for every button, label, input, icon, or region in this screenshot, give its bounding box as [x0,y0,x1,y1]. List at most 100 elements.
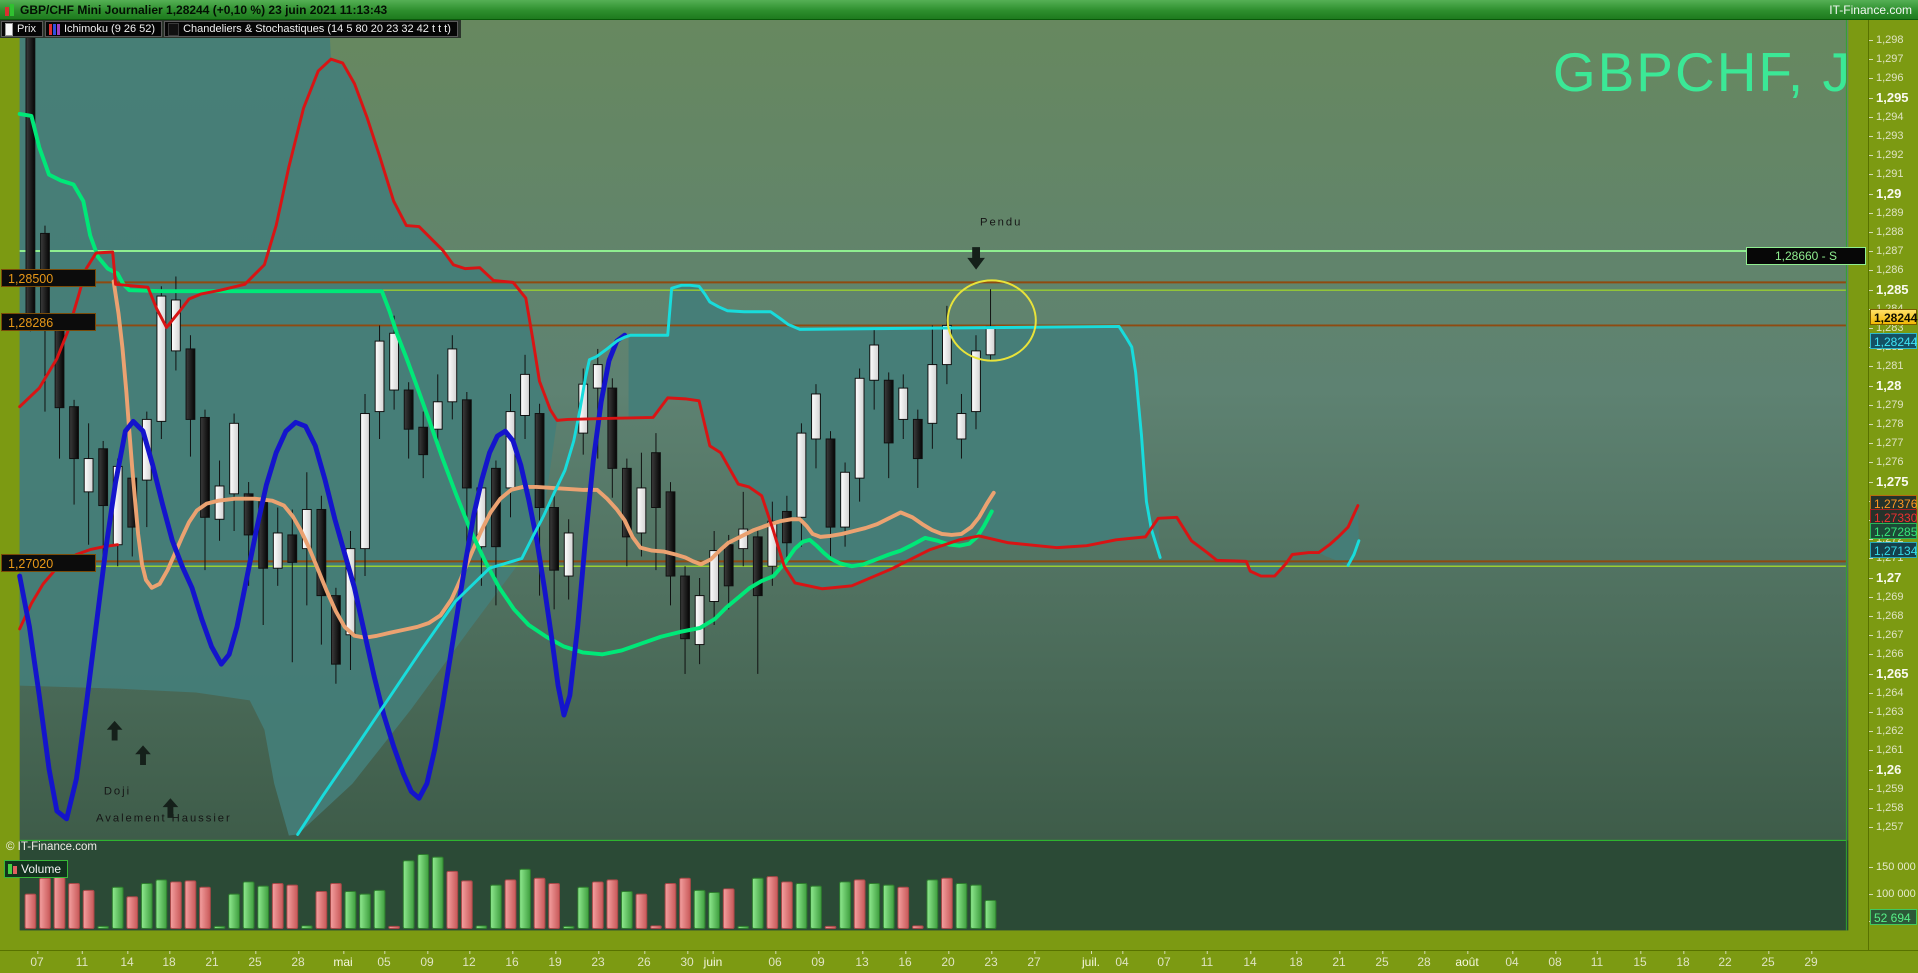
price-tick-label: 1,288 [1869,225,1918,239]
volume-bar [286,884,299,929]
volume-bar [213,925,226,929]
price-tick-label: 1,297 [1869,52,1918,66]
annotation-pendu: Pendu [980,217,1022,229]
bullish-arrow-icon [162,798,179,818]
volume-bar [460,880,473,929]
kijun-red-value-badge: 1,27330 [1870,509,1917,525]
indicator-tab-3[interactable]: Chandeliers & Stochastiques (14 5 80 20 … [164,21,458,37]
volume-bar [591,881,604,929]
senkou-cyan-value-badge: 1,27134 [1870,542,1917,558]
volume-bar [853,879,866,929]
time-axis[interactable]: 07 11 14 18 21 25 28 mai 05 09 12 16 19 23 26 30 juin 06 0… [0,950,1918,973]
date-tick-label: 09 [420,951,434,969]
date-tick-label: 27 [1027,951,1041,969]
date-tick-label: 18 [162,951,176,969]
volume-indicator-tab[interactable]: Volume [4,860,69,878]
date-tick-label: 08 [1548,951,1562,969]
volume-bar [897,886,910,929]
volume-bar [606,879,619,929]
volume-bar [620,890,633,929]
highlight-ellipse[interactable] [946,279,1037,362]
candle-body [971,350,981,413]
price-tick-label: 1,268 [1869,609,1918,623]
candle-body [389,332,400,391]
price-tick-label: 1,269 [1869,590,1918,604]
senkou-red-line [18,57,1360,591]
indicator-tab-2[interactable]: Ichimoku (9 26 52) [44,21,163,37]
volume-bar [417,853,430,929]
volume-bar [82,889,95,929]
volume-bar [111,886,124,929]
candle-body [403,389,414,430]
candle-body [331,595,341,665]
ichimoku-bars-icon [48,23,60,35]
volume-bar [402,860,415,929]
price-tick-label: 1,285 [1869,282,1918,297]
volume-bar [388,925,400,929]
indicator-tab-1[interactable]: Prix [1,21,43,37]
price-tick-label: 1,283 [1869,321,1918,335]
price-alert-badge[interactable]: 1,27020 [1,554,96,572]
volume-bar [504,879,517,929]
volume-bar [722,888,735,929]
price-tick-label: 1,276 [1869,455,1918,469]
volume-bar [737,925,750,929]
candle-body [883,379,894,444]
volume-bar [330,883,342,929]
candle-body [869,344,880,381]
price-chart-canvas[interactable]: Pendu Doji Avalement Haussier [0,20,1868,950]
price-tick-label: 1,28 [1869,378,1918,393]
price-tick-label: 1,261 [1869,743,1918,757]
price-alert-badge[interactable]: 1,28500 [1,269,96,287]
month-tick-label: juil. [1081,951,1101,969]
price-tick-label: 1,265 [1869,666,1918,681]
candle-body [301,508,312,550]
candlestick-logo-icon [5,3,14,16]
candle-body [83,458,94,493]
date-tick-label: 15 [1633,951,1647,969]
candle-body [621,467,632,538]
price-alert-badge[interactable]: 1,28286 [1,313,96,331]
volume-bar [53,868,66,929]
candle-body [69,406,79,460]
volume-bar [431,856,444,929]
volume-tick-label: 100 000 [1869,887,1918,901]
date-tick-label: 05 [377,951,391,969]
price-tick-label: 1,298 [1869,33,1918,47]
price-tick-label: 1,263 [1869,705,1918,719]
date-tick-label: 22 [1718,951,1732,969]
volume-bar [955,883,968,929]
candle-body [680,575,690,640]
volume-bar [300,925,313,929]
month-tick-label: mai [333,951,353,969]
candle-body [229,422,239,495]
brand-link[interactable]: IT-Finance.com [1829,2,1912,17]
volume-bar [548,883,561,929]
candle-body [592,364,603,389]
volume-bar [751,877,764,929]
candle-body [156,295,167,422]
candle-body [723,544,734,587]
chart-title-bar: GBP/CHF Mini Journalier 1,28244 (+0,10 %… [0,0,1918,20]
date-tick-label: 04 [1505,951,1519,969]
price-tick-label: 1,27 [1869,570,1918,585]
volume-bar [766,876,779,929]
candle-body [563,532,574,577]
candle-body [942,324,952,366]
candle-body [985,325,996,356]
price-tick-label: 1,278 [1869,417,1918,431]
volume-bar [795,883,808,929]
date-tick-label: 23 [984,951,998,969]
date-tick-label: 19 [548,951,562,969]
price-axis[interactable]: 1,298 1,297 1,296 1,295 1,294 1,293 1,292 1,291… [1868,20,1918,950]
volume-bar [519,868,531,929]
ma-orange-value-badge: 1,27376 [1870,495,1917,511]
price-tick-label: 1,264 [1869,686,1918,700]
resistance-level-badge[interactable]: 1,28660 - S [1746,247,1866,265]
price-tick-label: 1,279 [1869,398,1918,412]
candle-body [461,399,472,489]
volume-bar [170,881,182,929]
date-tick-label: 16 [898,951,912,969]
date-tick-label: 18 [1676,951,1690,969]
candle-body [709,550,720,602]
